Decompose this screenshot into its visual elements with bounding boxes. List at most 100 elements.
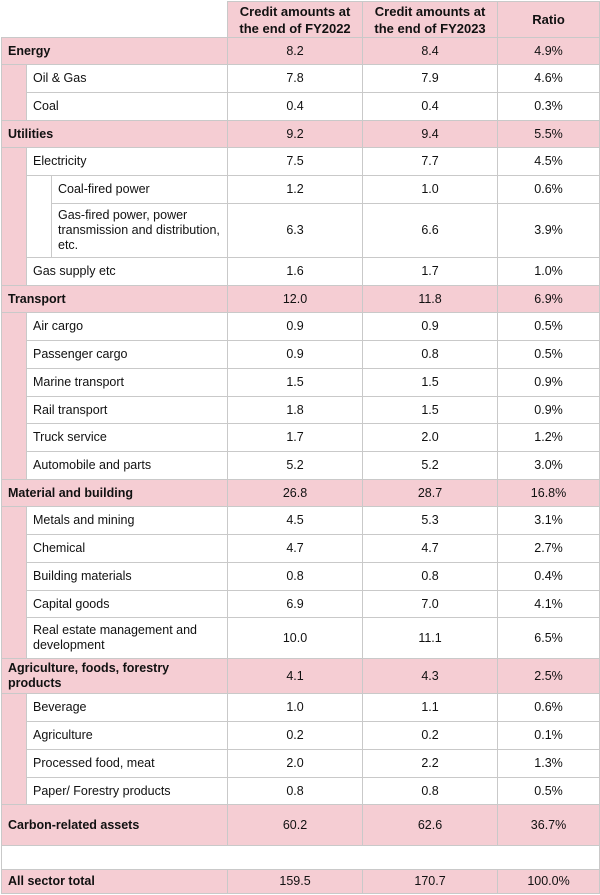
cell-fy2023: 7.0	[362, 590, 499, 618]
header-row: Credit amounts at the end of FY2022 Cred…	[1, 1, 600, 38]
subsector-row: Building materials 0.8 0.8 0.4%	[1, 562, 600, 591]
cell-ratio: 4.9%	[497, 37, 600, 65]
cell-fy2022: 26.8	[227, 479, 364, 507]
subsubsector-label: Gas-fired power, power transmission and …	[50, 203, 228, 258]
cell-fy2023: 0.2	[362, 721, 499, 750]
cell-fy2022: 0.9	[227, 340, 364, 369]
indent-bar	[1, 693, 27, 722]
indent-bar	[1, 340, 27, 369]
subsector-row: Metals and mining 4.5 5.3 3.1%	[1, 506, 600, 535]
indent-bar	[1, 534, 27, 563]
category-row: Utilities 9.2 9.4 5.5%	[0, 120, 600, 148]
indent-bar	[1, 777, 27, 805]
category-row: Transport 12.0 11.8 6.9%	[0, 285, 600, 313]
subsector-label: Agriculture	[25, 721, 228, 750]
indent-bar	[1, 590, 27, 618]
subsector-row: Chemical 4.7 4.7 2.7%	[1, 534, 600, 563]
subsector-label: Chemical	[25, 534, 228, 563]
indent-bar	[1, 175, 27, 204]
subsector-label: Air cargo	[25, 312, 228, 341]
category-label: Energy	[0, 37, 228, 65]
subsector-label: Capital goods	[25, 590, 228, 618]
subsector-row: Capital goods 6.9 7.0 4.1%	[1, 590, 600, 618]
header-ratio: Ratio	[497, 1, 600, 38]
cell-ratio: 3.0%	[497, 451, 600, 480]
indent-bar	[1, 721, 27, 750]
cell-fy2023: 4.3	[362, 658, 499, 694]
cell-ratio: 2.5%	[497, 658, 600, 694]
indent-bar	[1, 451, 27, 480]
cell-ratio: 0.9%	[497, 396, 600, 424]
cell-ratio: 0.9%	[497, 368, 600, 397]
cell-fy2022: 6.3	[227, 203, 364, 258]
cell-ratio: 100.0%	[497, 869, 600, 894]
indent-bar	[1, 423, 27, 452]
cell-fy2022: 10.0	[227, 617, 364, 659]
cell-fy2022: 12.0	[227, 285, 364, 313]
subsector-row: Electricity 7.5 7.7 4.5%	[1, 147, 600, 176]
cell-fy2022: 7.8	[227, 64, 364, 93]
cell-fy2023: 170.7	[362, 869, 499, 894]
subsector-row: Agriculture 0.2 0.2 0.1%	[1, 721, 600, 750]
cell-fy2022: 2.0	[227, 749, 364, 778]
indent-bar	[1, 506, 27, 535]
indent-bar	[1, 257, 27, 286]
cell-fy2023: 2.0	[362, 423, 499, 452]
subsector-label: Gas supply etc	[25, 257, 228, 286]
cell-fy2023: 5.3	[362, 506, 499, 535]
cell-ratio: 6.9%	[497, 285, 600, 313]
cell-fy2023: 5.2	[362, 451, 499, 480]
cell-fy2023: 62.6	[362, 804, 499, 846]
cell-ratio: 4.5%	[497, 147, 600, 176]
subsector-row: Processed food, meat 2.0 2.2 1.3%	[1, 749, 600, 778]
cell-fy2023: 2.2	[362, 749, 499, 778]
subsector-row: Beverage 1.0 1.1 0.6%	[1, 693, 600, 722]
category-label: Utilities	[0, 120, 228, 148]
cell-ratio: 0.5%	[497, 777, 600, 805]
indent-bar	[1, 749, 27, 778]
subsector-row: Air cargo 0.9 0.9 0.5%	[1, 312, 600, 341]
cell-ratio: 16.8%	[497, 479, 600, 507]
cell-ratio: 0.3%	[497, 92, 600, 121]
cell-ratio: 1.0%	[497, 257, 600, 286]
subsector-label: Truck service	[25, 423, 228, 452]
cell-ratio: 4.6%	[497, 64, 600, 93]
cell-fy2022: 4.1	[227, 658, 364, 694]
header-fy2023: Credit amounts at the end of FY2023	[362, 1, 499, 38]
subsector-label: Marine transport	[25, 368, 228, 397]
cell-fy2023: 1.1	[362, 693, 499, 722]
cell-fy2023: 9.4	[362, 120, 499, 148]
cell-fy2022: 1.5	[227, 368, 364, 397]
indent-bar	[1, 562, 27, 591]
cell-ratio: 3.1%	[497, 506, 600, 535]
indent-spacer	[26, 175, 52, 204]
indent-bar	[1, 92, 27, 121]
cell-fy2022: 0.4	[227, 92, 364, 121]
subsector-row: Oil & Gas 7.8 7.9 4.6%	[1, 64, 600, 93]
subsector-label: Paper/ Forestry products	[25, 777, 228, 805]
cell-fy2023: 0.8	[362, 777, 499, 805]
cell-fy2022: 9.2	[227, 120, 364, 148]
subsector-row: Paper/ Forestry products 0.8 0.8 0.5%	[1, 777, 600, 805]
cell-fy2022: 0.8	[227, 562, 364, 591]
subsector-row: Rail transport 1.8 1.5 0.9%	[1, 396, 600, 424]
carbon-total-row: Carbon-related assets 60.2 62.6 36.7%	[0, 804, 600, 846]
indent-bar	[1, 147, 27, 176]
subsubsector-label: Coal-fired power	[50, 175, 228, 204]
subsector-label: Beverage	[25, 693, 228, 722]
cell-ratio: 4.1%	[497, 590, 600, 618]
cell-fy2023: 1.5	[362, 396, 499, 424]
header-blank-cell	[1, 1, 229, 38]
category-label: Agriculture, foods, forestry products	[0, 658, 228, 694]
indent-bar	[1, 396, 27, 424]
cell-ratio: 0.5%	[497, 340, 600, 369]
subsector-row: Passenger cargo 0.9 0.8 0.5%	[1, 340, 600, 369]
cell-fy2023: 0.8	[362, 340, 499, 369]
category-row: Energy 8.2 8.4 4.9%	[0, 37, 600, 65]
category-row: Material and building 26.8 28.7 16.8%	[0, 479, 600, 507]
cell-fy2022: 7.5	[227, 147, 364, 176]
subsubsector-row: Gas-fired power, power transmission and …	[1, 203, 600, 258]
subsector-row: Truck service 1.7 2.0 1.2%	[1, 423, 600, 452]
